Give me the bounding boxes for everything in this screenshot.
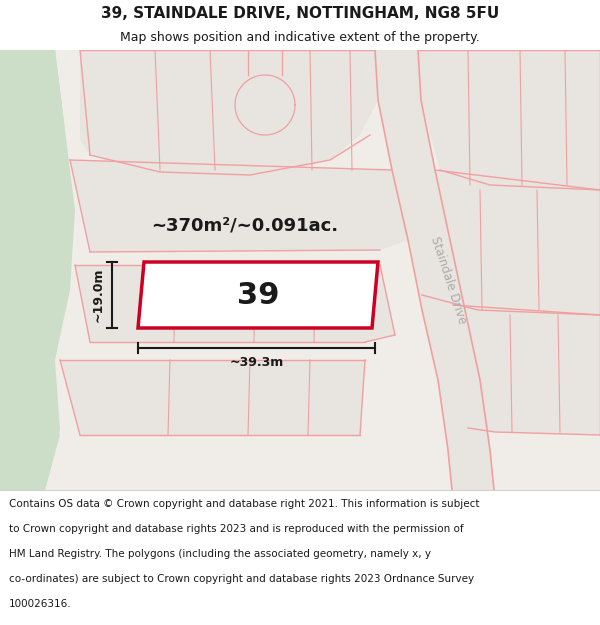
- Polygon shape: [422, 170, 600, 315]
- Polygon shape: [0, 400, 60, 490]
- Polygon shape: [138, 262, 378, 328]
- Polygon shape: [0, 50, 65, 180]
- Polygon shape: [60, 360, 365, 435]
- Text: Contains OS data © Crown copyright and database right 2021. This information is : Contains OS data © Crown copyright and d…: [9, 499, 479, 509]
- Text: Map shows position and indicative extent of the property.: Map shows position and indicative extent…: [120, 31, 480, 44]
- Text: 100026316.: 100026316.: [9, 599, 71, 609]
- Polygon shape: [0, 50, 75, 490]
- Text: co-ordinates) are subject to Crown copyright and database rights 2023 Ordnance S: co-ordinates) are subject to Crown copyr…: [9, 574, 474, 584]
- Text: HM Land Registry. The polygons (including the associated geometry, namely x, y: HM Land Registry. The polygons (includin…: [9, 549, 431, 559]
- Polygon shape: [453, 305, 600, 435]
- Polygon shape: [80, 50, 378, 175]
- Polygon shape: [70, 160, 408, 252]
- Text: Staindale Drive: Staindale Drive: [428, 234, 468, 326]
- Polygon shape: [75, 265, 395, 342]
- Text: 39, STAINDALE DRIVE, NOTTINGHAM, NG8 5FU: 39, STAINDALE DRIVE, NOTTINGHAM, NG8 5FU: [101, 6, 499, 21]
- Polygon shape: [418, 50, 600, 190]
- Text: ~370m²/~0.091ac.: ~370m²/~0.091ac.: [151, 217, 338, 235]
- Text: to Crown copyright and database rights 2023 and is reproduced with the permissio: to Crown copyright and database rights 2…: [9, 524, 464, 534]
- Text: ~19.0m: ~19.0m: [92, 268, 105, 322]
- Polygon shape: [375, 50, 494, 490]
- Text: ~39.3m: ~39.3m: [229, 356, 284, 369]
- Text: 39: 39: [237, 281, 279, 309]
